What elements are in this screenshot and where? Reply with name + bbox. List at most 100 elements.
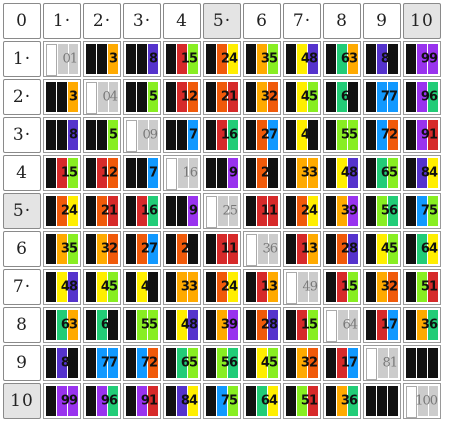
stripe xyxy=(366,44,376,74)
grid-cell: 91 xyxy=(123,383,161,419)
stripe xyxy=(268,196,278,226)
cell-value: 12 xyxy=(100,165,118,181)
stripe xyxy=(188,386,198,416)
cell-value: 28 xyxy=(340,241,358,257)
stripe xyxy=(428,120,438,150)
stripe xyxy=(268,310,278,340)
grid-cell: 63 xyxy=(323,41,361,77)
stripe xyxy=(137,82,147,112)
grid-cell: 39 xyxy=(323,193,361,229)
cell-value: 48 xyxy=(60,279,78,295)
stripe xyxy=(308,234,318,264)
stripe xyxy=(268,234,278,264)
stripe xyxy=(388,234,398,264)
grid-cell: 24 xyxy=(43,193,81,229)
stripe xyxy=(258,234,268,264)
stripe xyxy=(228,82,238,112)
stripe xyxy=(68,82,78,112)
stripe xyxy=(46,44,58,76)
cell-value: 65 xyxy=(180,355,198,371)
cell-value: 12 xyxy=(180,89,198,105)
cell-value: 45 xyxy=(300,89,318,105)
stripe xyxy=(68,272,78,302)
stripe xyxy=(246,310,256,340)
cell-value: 39 xyxy=(340,203,358,219)
stripe xyxy=(337,272,347,302)
stripe xyxy=(217,386,227,416)
cell-value: 75 xyxy=(220,393,238,409)
stripe xyxy=(86,272,96,302)
stripe xyxy=(297,44,307,74)
stripe xyxy=(108,120,118,150)
stripe xyxy=(337,82,347,112)
stripe xyxy=(206,234,216,264)
grid-cell: 48 xyxy=(43,269,81,305)
stripe xyxy=(308,386,318,416)
stripe xyxy=(428,310,438,340)
stripe xyxy=(378,348,388,378)
stripe xyxy=(217,44,227,74)
stripe xyxy=(86,44,96,74)
cell-value: 65 xyxy=(380,165,398,181)
grid-cell: 17 xyxy=(363,307,401,343)
grid-cell: 72 xyxy=(363,117,401,153)
grid-cell: 24 xyxy=(283,193,321,229)
stripe xyxy=(218,196,228,226)
stripe xyxy=(377,196,387,226)
stripe xyxy=(406,386,418,418)
stripe xyxy=(46,196,56,226)
stripe xyxy=(246,196,256,226)
grid-cell: 39 xyxy=(203,307,241,343)
stripe xyxy=(148,348,158,378)
grid-cell: 84 xyxy=(403,155,441,191)
stripe xyxy=(97,348,107,378)
grid-cell: 15 xyxy=(283,307,321,343)
stripe xyxy=(308,272,318,302)
cell-value: 40 xyxy=(140,279,158,295)
stripe xyxy=(297,310,307,340)
stripe xyxy=(137,196,147,226)
stripe xyxy=(388,120,398,150)
stripe xyxy=(257,310,267,340)
stripe xyxy=(428,82,438,112)
cell-value: 7 xyxy=(148,165,158,181)
grid-cell: 64 xyxy=(323,307,361,343)
row-header-2: 2· xyxy=(3,79,41,115)
grid-cell: 45 xyxy=(363,231,401,267)
cell-value: 5 xyxy=(148,89,158,105)
stripe xyxy=(297,348,307,378)
stripe xyxy=(268,158,278,188)
stripe xyxy=(326,158,336,188)
stripe xyxy=(388,272,398,302)
cell-value: 25 xyxy=(222,203,238,219)
stripe xyxy=(86,196,96,226)
stripe xyxy=(246,120,256,150)
grid-cell: 16 xyxy=(203,117,241,153)
stripe xyxy=(406,348,416,378)
grid-cell: 16 xyxy=(123,193,161,229)
cell-value: 24 xyxy=(220,279,238,295)
stripe xyxy=(137,234,147,264)
col-header-2: 2· xyxy=(83,3,121,39)
stripe xyxy=(246,348,256,378)
stripe xyxy=(108,82,118,112)
grid-cell: 48 xyxy=(323,155,361,191)
stripe xyxy=(417,158,427,188)
stripe xyxy=(257,196,267,226)
stripe xyxy=(217,120,227,150)
stripe xyxy=(228,386,238,416)
stripe xyxy=(86,82,98,114)
stripe xyxy=(178,158,188,188)
cell-value: 27 xyxy=(140,241,158,257)
stripe xyxy=(297,234,307,264)
cell-value: 39 xyxy=(220,317,238,333)
stripe xyxy=(286,272,298,304)
stripe xyxy=(366,158,376,188)
stripe xyxy=(246,82,256,112)
stripe xyxy=(366,196,376,226)
grid-cell: 8 xyxy=(43,117,81,153)
grid-cell: 36 xyxy=(403,307,441,343)
stripe xyxy=(388,386,398,416)
stripe xyxy=(188,234,198,264)
col-header-8: 8 xyxy=(323,3,361,39)
